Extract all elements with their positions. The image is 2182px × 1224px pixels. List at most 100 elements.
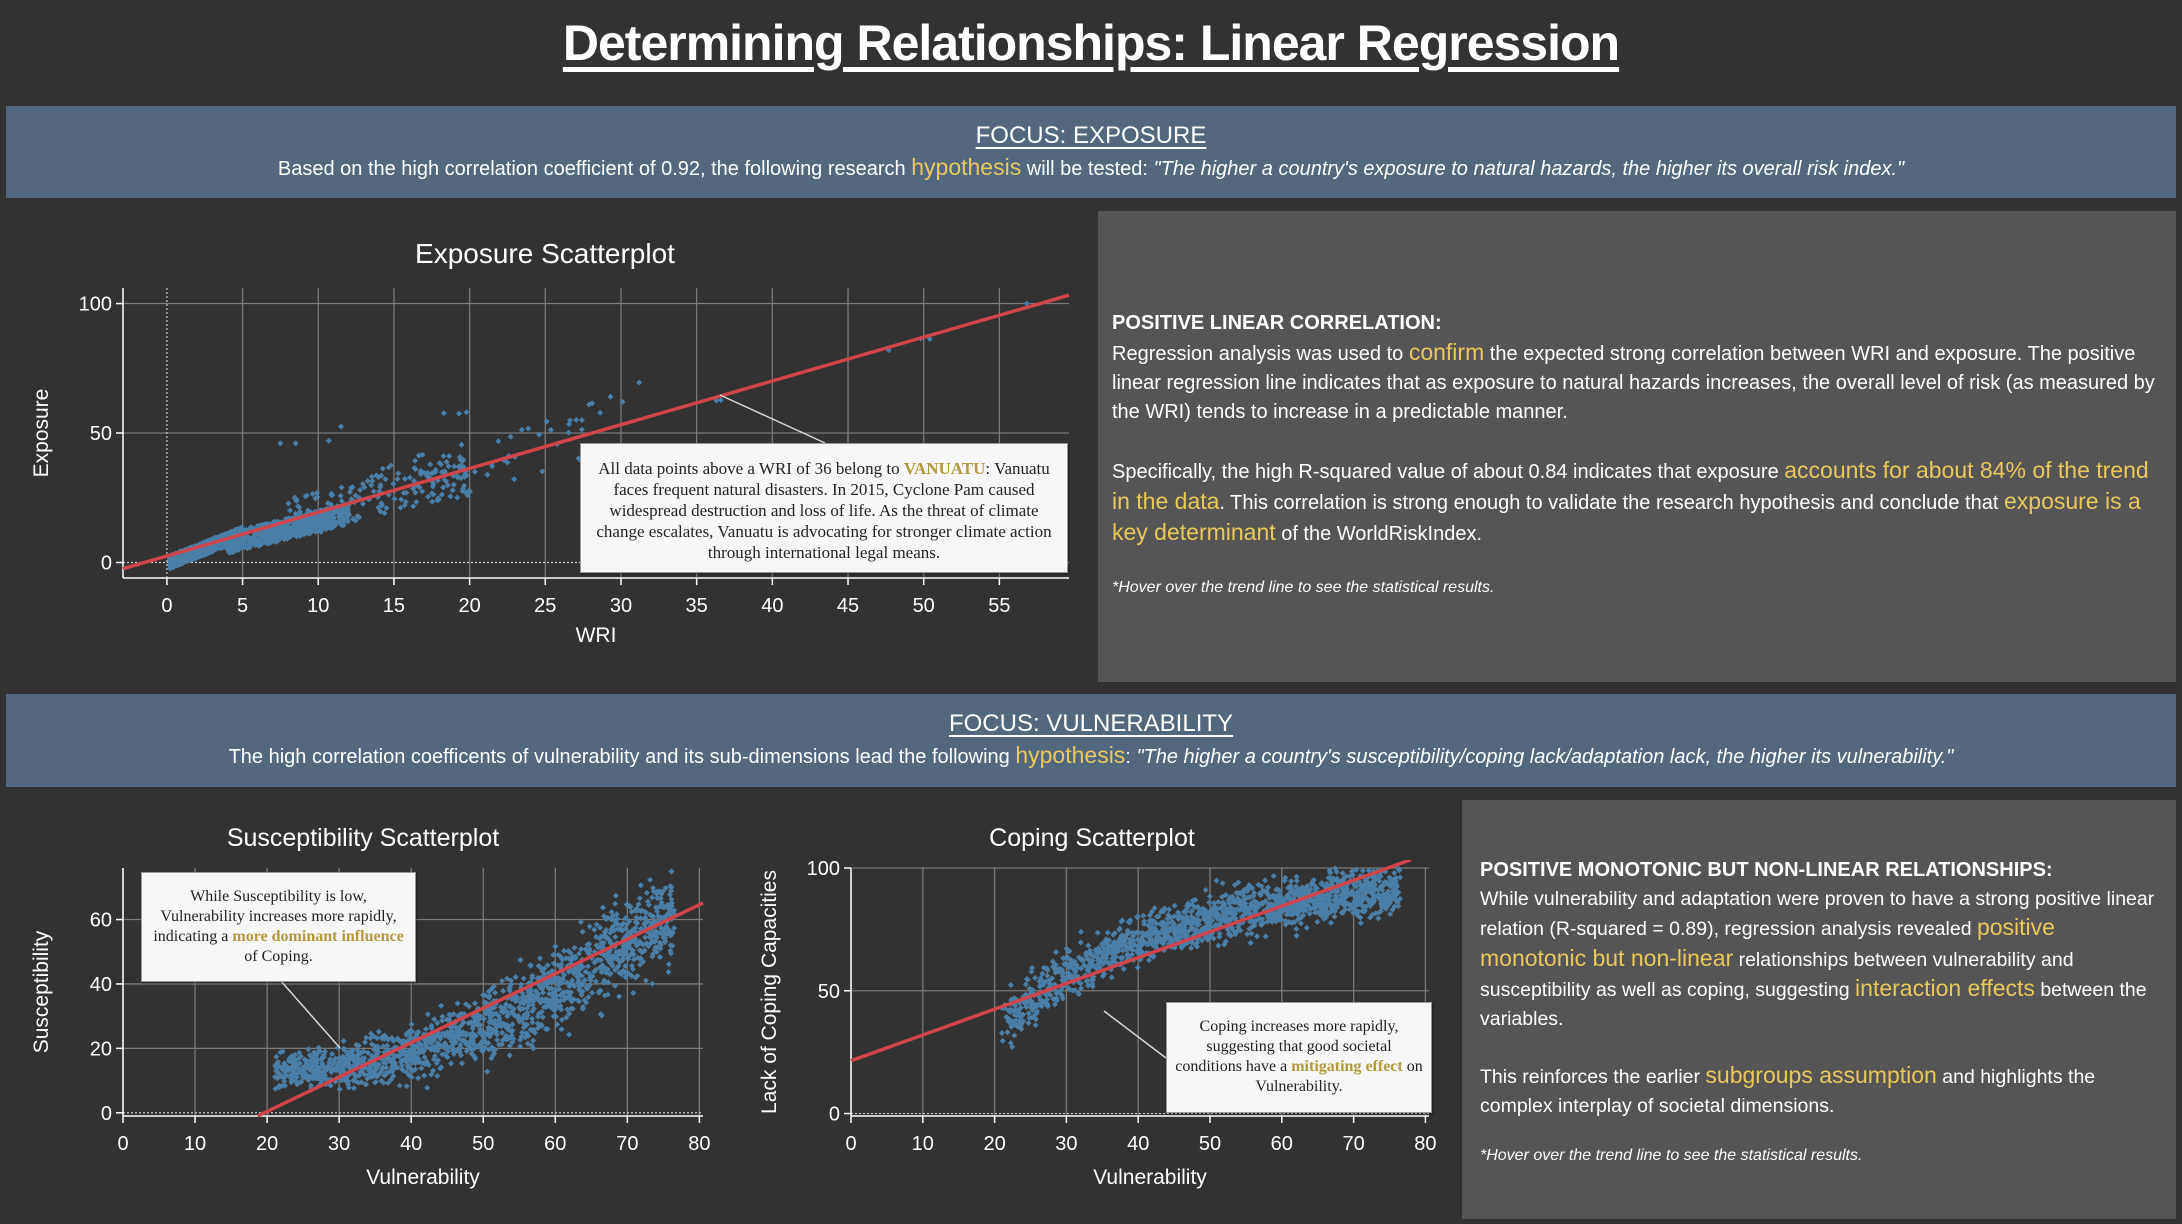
x-tick-label: 30: [610, 595, 632, 617]
data-point: [1016, 999, 1023, 1006]
data-point: [471, 1041, 478, 1048]
data-point: [425, 493, 432, 500]
data-point: [1337, 898, 1344, 905]
data-point: [469, 1025, 476, 1032]
data-point: [536, 431, 543, 438]
data-point: [448, 1027, 455, 1034]
data-point: [1156, 935, 1163, 942]
data-point: [511, 476, 518, 483]
data-point: [320, 1074, 327, 1081]
data-point: [1331, 908, 1338, 915]
data-point: [198, 547, 205, 554]
data-point: [557, 953, 564, 960]
data-point: [448, 1035, 455, 1042]
data-point: [444, 1030, 451, 1037]
data-point: [175, 561, 182, 568]
data-point: [399, 1050, 406, 1057]
data-point: [1139, 929, 1146, 936]
data-point: [381, 1035, 388, 1042]
data-point: [432, 466, 439, 473]
data-point: [636, 379, 643, 386]
data-point: [446, 453, 453, 460]
data-point: [1025, 1010, 1032, 1017]
data-point: [313, 1052, 320, 1059]
data-point: [1137, 956, 1144, 963]
data-point: [290, 530, 297, 537]
data-point: [339, 1053, 346, 1060]
data-point: [1100, 944, 1107, 951]
data-point: [381, 1058, 388, 1065]
data-point: [293, 1064, 300, 1071]
data-point: [647, 911, 654, 918]
data-point: [636, 955, 643, 962]
data-point: [428, 1022, 435, 1029]
data-point: [411, 1066, 418, 1073]
y-tick-label: 100: [807, 860, 840, 880]
data-point: [1219, 880, 1226, 887]
data-point: [638, 949, 645, 956]
susceptibility-chart-title: Susceptibility Scatterplot: [226, 824, 500, 852]
data-point: [337, 423, 344, 430]
data-point: [609, 913, 616, 920]
data-point: [307, 1057, 314, 1064]
data-point: [318, 528, 325, 535]
data-point: [379, 465, 386, 472]
data-point: [1123, 946, 1130, 953]
data-point: [542, 979, 549, 986]
data-point: [1363, 878, 1370, 885]
data-point: [412, 457, 419, 464]
data-point: [1333, 868, 1340, 875]
data-point: [1310, 876, 1317, 883]
data-point: [286, 533, 293, 540]
susceptibility-scatterplot: 0 10 20 30 40 50 60 70 800204060VulnerabilitySus…: [30, 868, 711, 1189]
data-point: [412, 1043, 419, 1050]
data-point: [398, 1066, 405, 1073]
data-point: [417, 469, 424, 476]
data-point: [365, 1049, 372, 1056]
data-point: [356, 1051, 363, 1058]
data-point: [444, 1044, 451, 1051]
data-point: [1395, 889, 1402, 896]
data-point: [453, 1033, 460, 1040]
data-point: [1026, 985, 1033, 992]
data-point: [457, 1052, 464, 1059]
data-point: [1224, 926, 1231, 933]
y-axis-label: Exposure: [30, 389, 53, 478]
data-point: [542, 998, 549, 1005]
data-point: [1211, 908, 1218, 915]
data-point: [1337, 892, 1344, 899]
highlight-interaction-effects: interaction effects: [1855, 975, 2035, 1001]
data-point: [577, 918, 584, 925]
data-point: [307, 529, 314, 536]
data-point: [377, 508, 384, 515]
data-point: [1076, 954, 1083, 961]
data-point: [601, 928, 608, 935]
data-point: [285, 515, 292, 522]
data-point: [517, 957, 524, 964]
data-point: [450, 1050, 457, 1057]
data-point: [1213, 877, 1220, 884]
data-point: [1114, 948, 1121, 955]
data-point: [1286, 911, 1293, 918]
data-point: [1295, 916, 1302, 923]
data-point: [448, 1043, 455, 1050]
data-point: [375, 1061, 382, 1068]
data-point: [447, 1012, 454, 1019]
data-point: [1272, 918, 1279, 925]
data-point: [1094, 929, 1101, 936]
data-point: [410, 477, 417, 484]
trend-line: [256, 901, 704, 1118]
highlight-subgroups: subgroups assumption: [1705, 1062, 1937, 1088]
data-point: [336, 1086, 343, 1093]
data-point: [574, 973, 581, 980]
data-point: [368, 482, 375, 489]
data-point: [586, 982, 593, 989]
data-point: [586, 974, 593, 981]
data-point: [374, 1043, 381, 1050]
data-point: [331, 1066, 338, 1073]
data-point: [272, 528, 279, 535]
data-point: [1269, 892, 1276, 899]
data-point: [576, 998, 583, 1005]
data-point: [541, 971, 548, 978]
data-point: [314, 489, 321, 496]
